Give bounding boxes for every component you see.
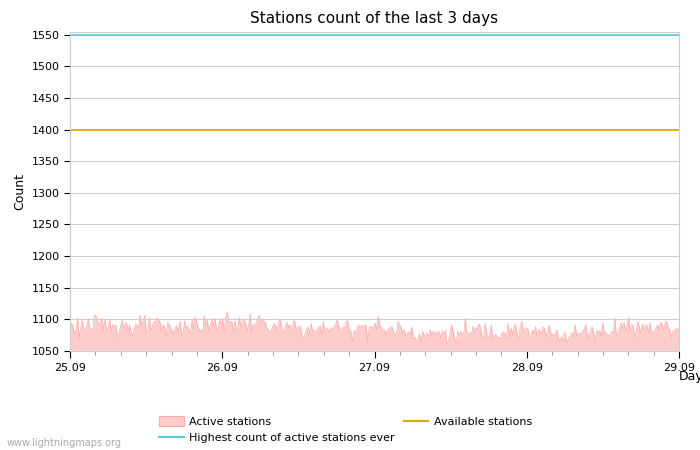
Title: Stations count of the last 3 days: Stations count of the last 3 days — [251, 11, 498, 26]
Legend: Active stations, Highest count of active stations ever, Available stations: Active stations, Highest count of active… — [155, 412, 536, 448]
Text: www.lightningmaps.org: www.lightningmaps.org — [7, 438, 122, 448]
X-axis label: Day: Day — [679, 370, 700, 383]
Y-axis label: Count: Count — [13, 173, 26, 210]
